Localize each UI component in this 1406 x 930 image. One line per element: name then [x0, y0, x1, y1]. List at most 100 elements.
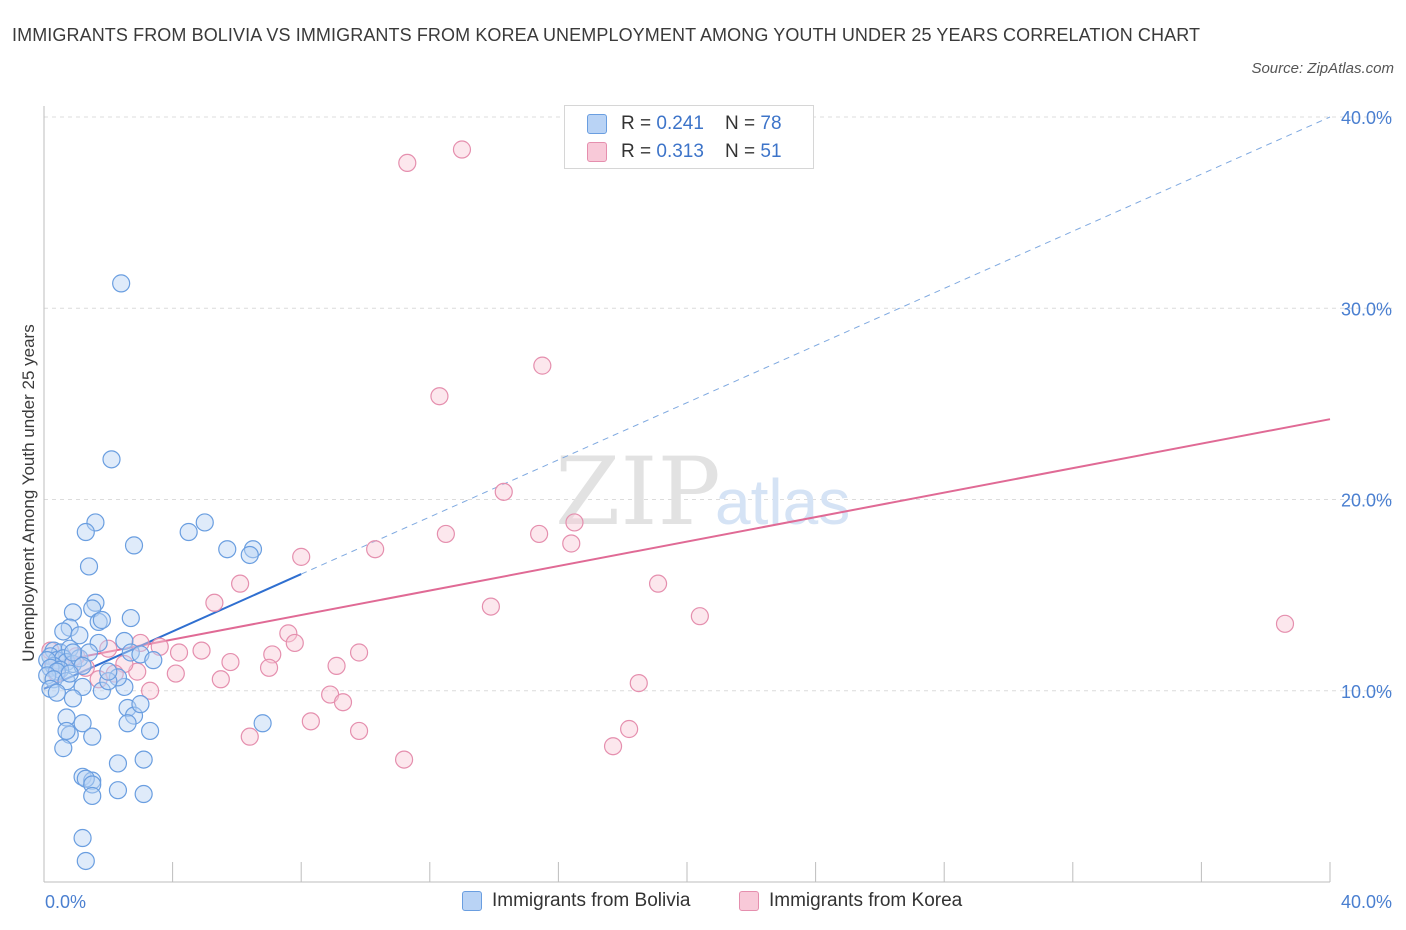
bolivia-point	[121, 608, 140, 628]
bolivia-point	[86, 593, 105, 612]
x-ticks	[43, 862, 1331, 882]
bolivia-point	[44, 641, 63, 660]
bolivia-point	[79, 557, 99, 576]
legend-n-label: N =	[725, 113, 761, 134]
korea-point	[530, 524, 549, 544]
korea-point	[231, 574, 250, 593]
bolivia-point	[112, 274, 131, 293]
korea-legend-swatch	[739, 891, 759, 911]
korea-point	[481, 597, 500, 616]
bolivia-point	[102, 450, 121, 469]
korea-point	[221, 652, 240, 672]
korea-swatch	[587, 142, 607, 162]
bolivia-point	[179, 522, 198, 542]
bolivia-point	[134, 784, 153, 804]
bolivia-point	[195, 513, 214, 532]
bolivia-point	[83, 727, 102, 746]
bolivia-point	[140, 721, 160, 741]
korea-point	[690, 607, 709, 626]
bolivia-point	[86, 513, 105, 532]
korea-point	[333, 693, 353, 712]
korea-point	[452, 140, 472, 159]
y-axis-label: Unemployment Among Youth under 25 years	[19, 324, 38, 661]
bolivia-point	[63, 603, 83, 622]
legend-row-korea: R = 0.313 N = 51	[587, 140, 782, 164]
legend-item-korea: Immigrants from Korea	[739, 890, 962, 912]
bolivia-point	[99, 662, 118, 681]
bolivia-point	[60, 664, 79, 683]
korea-point	[1275, 614, 1295, 633]
y-tick-label: 20.0%	[1341, 491, 1392, 511]
bolivia-point	[54, 739, 73, 758]
bolivia-point	[99, 672, 118, 691]
korea-point	[166, 664, 185, 683]
watermark-atlas: atlas	[715, 466, 850, 538]
bolivia-point	[134, 750, 153, 769]
bolivia-point	[47, 683, 66, 702]
bolivia-point	[253, 714, 272, 733]
legend-n-label: N =	[725, 141, 761, 162]
legend-label-korea: Immigrants from Korea	[769, 890, 963, 911]
korea-point	[603, 737, 623, 756]
x-tick-label-max: 40.0%	[1341, 892, 1392, 912]
bolivia-point	[124, 536, 144, 555]
watermark: ZIP atlas	[555, 438, 850, 547]
korea-point	[292, 547, 311, 566]
legend-row-bolivia: R = 0.241 N = 78	[587, 112, 782, 136]
y-tick-label: 10.0%	[1341, 682, 1392, 702]
korea-point	[436, 524, 455, 544]
bolivia-point	[73, 828, 92, 848]
korea-point	[301, 712, 320, 731]
korea-point	[259, 658, 279, 677]
korea-point	[205, 593, 224, 612]
bolivia-point	[57, 721, 76, 741]
legend-r-value: 0.241	[656, 113, 704, 134]
bolivia-trend-extension	[300, 116, 1331, 575]
bolivia-point	[57, 708, 76, 727]
y-tick-label: 30.0%	[1341, 299, 1392, 319]
bolivia-swatch	[587, 114, 607, 134]
korea-point	[562, 534, 581, 553]
bolivia-legend-swatch	[462, 891, 482, 911]
korea-point	[629, 673, 648, 693]
bolivia-point	[70, 626, 89, 645]
bolivia-point	[76, 522, 95, 542]
korea-point	[285, 633, 304, 653]
bolivia-point	[118, 714, 137, 733]
bolivia-point	[73, 714, 92, 733]
bolivia-point	[83, 786, 102, 806]
korea-point	[366, 540, 385, 559]
bolivia-point	[108, 781, 128, 800]
korea-point	[648, 574, 668, 593]
bolivia-point	[73, 767, 92, 786]
bolivia-point	[243, 540, 263, 559]
korea-point	[169, 643, 189, 662]
watermark-zip: ZIP	[555, 438, 721, 547]
korea-point	[349, 643, 369, 662]
korea-point	[99, 639, 118, 658]
bolivia-point	[131, 695, 150, 714]
korea-point	[263, 645, 282, 664]
bolivia-point	[108, 668, 128, 687]
bolivia-point	[89, 612, 108, 632]
korea-trend-line	[43, 418, 1331, 665]
bolivia-point	[63, 689, 83, 708]
legend-r-value: 0.313	[656, 141, 704, 162]
y-tick-labels: 10.0% 20.0% 30.0% 40.0%	[1341, 108, 1392, 702]
korea-point	[394, 750, 414, 769]
bolivia-point	[144, 651, 163, 670]
y-tick-label: 40.0%	[1341, 108, 1392, 128]
bolivia-point	[218, 540, 237, 559]
bolivia-point	[240, 545, 259, 565]
korea-point	[494, 482, 513, 501]
bolivia-point	[54, 622, 73, 641]
x-tick-label-min: 0.0%	[45, 892, 86, 912]
korea-point	[398, 153, 417, 172]
korea-point	[620, 719, 639, 739]
legend-item-bolivia: Immigrants from Bolivia	[462, 890, 691, 912]
chart-title: IMMIGRANTS FROM BOLIVIA VS IMMIGRANTS FR…	[12, 25, 1201, 45]
bolivia-point	[115, 677, 134, 697]
bolivia-point	[115, 631, 134, 651]
legend-n-value: 51	[760, 141, 782, 162]
